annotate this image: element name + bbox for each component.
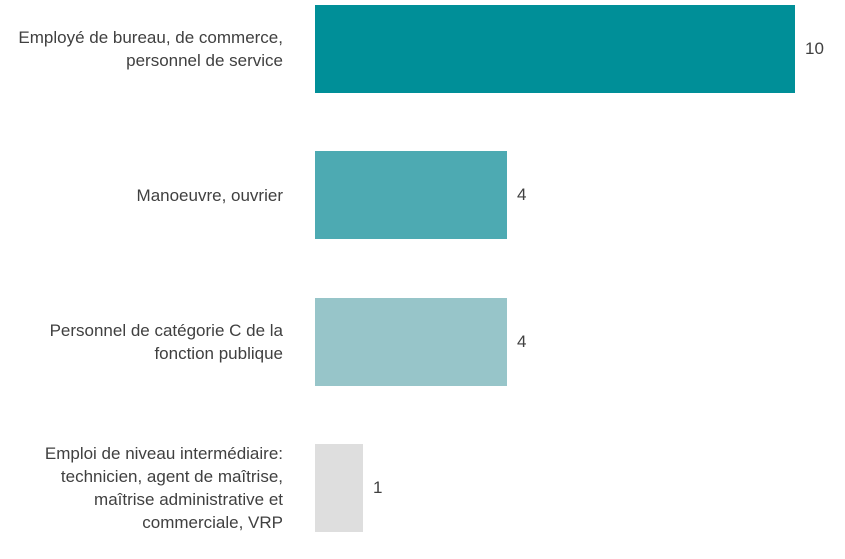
bar bbox=[315, 151, 507, 240]
category-text: Employé de bureau, de commerce, personne… bbox=[18, 28, 283, 70]
category-text: Emploi de niveau intermédiaire: technici… bbox=[44, 443, 283, 532]
bar bbox=[315, 297, 507, 386]
value-label: 4 bbox=[517, 331, 527, 351]
category-text: Manoeuvre, ouvrier bbox=[136, 185, 283, 205]
category-label: Employé de bureau, de commerce, personne… bbox=[0, 0, 283, 113]
bar bbox=[315, 5, 795, 93]
value-label: 4 bbox=[517, 185, 527, 205]
category-label: Manoeuvre, ouvrier bbox=[0, 131, 283, 259]
bar bbox=[315, 443, 363, 532]
category-label: Emploi de niveau intermédiaire: technici… bbox=[0, 424, 283, 552]
value-label: 1 bbox=[373, 477, 383, 497]
value-label: 10 bbox=[805, 39, 824, 58]
category-label: Personnel de catégorie C de la fonction … bbox=[0, 278, 283, 406]
category-text: Personnel de catégorie C de la fonction … bbox=[49, 320, 283, 363]
